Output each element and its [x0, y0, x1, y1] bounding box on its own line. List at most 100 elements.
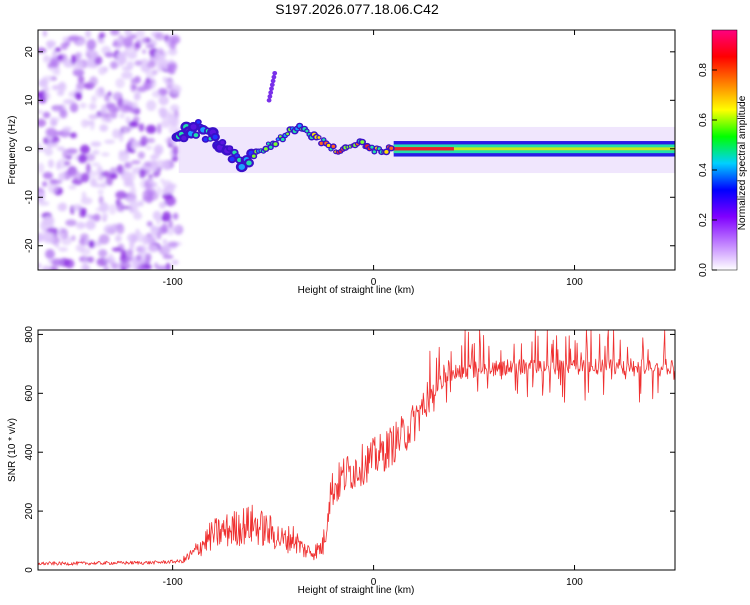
noise-blob — [84, 237, 90, 246]
noise-blob — [116, 223, 125, 235]
noise-blob — [110, 61, 118, 70]
ridge-streak-blob — [267, 94, 273, 99]
noise-blob — [45, 249, 55, 260]
noise-blob — [42, 30, 47, 37]
ridge-blob — [220, 140, 225, 145]
spectrogram-y-tick-label: 10 — [24, 94, 35, 106]
noise-blob — [46, 227, 59, 233]
noise-blob — [146, 60, 156, 69]
noise-blob — [156, 265, 169, 270]
noise-blob — [112, 106, 120, 113]
noise-blob — [166, 228, 174, 236]
ridge-streak-blob — [268, 90, 274, 95]
noise-blob — [169, 39, 177, 50]
noise-blob — [139, 168, 146, 179]
noise-blob — [161, 211, 172, 222]
noise-blob — [43, 75, 55, 82]
noise-blob — [135, 228, 140, 235]
colorbar-axis: 0.0 0.2 0.4 0.6 0.8 — [698, 29, 738, 277]
noise-blob — [69, 102, 79, 113]
noise-blob — [68, 35, 80, 41]
noise-blob — [129, 201, 140, 209]
snr-y-tick-label: 800 — [24, 326, 35, 343]
noise-blob — [76, 61, 84, 67]
ridge-blob — [181, 135, 187, 141]
spectrogram-y-axis-label: Frequency (Hz) — [7, 116, 18, 185]
noise-blob — [57, 158, 69, 169]
noise-blob — [142, 49, 147, 54]
snr-y-tick-label: 400 — [24, 443, 35, 460]
noise-blob — [104, 52, 115, 58]
noise-blob — [156, 232, 162, 240]
noise-blob — [113, 39, 118, 47]
noise-blob — [62, 126, 72, 132]
noise-blob — [119, 112, 125, 119]
spectrogram-x-tick-label: -100 — [163, 277, 183, 288]
noise-blob — [144, 187, 157, 196]
noise-blob — [76, 81, 87, 90]
ridge-streak-blob — [272, 70, 278, 76]
noise-blob — [131, 101, 138, 109]
noise-blob — [112, 128, 121, 139]
snr-y-tick-label: 200 — [24, 502, 35, 519]
noise-blob — [101, 212, 108, 220]
ridge-blob — [273, 142, 278, 146]
noise-blob — [125, 116, 131, 125]
spectrogram-y-tick-label: -10 — [24, 190, 35, 205]
noise-blob — [43, 86, 50, 92]
noise-blob — [168, 219, 173, 229]
ridge-streak-blob — [266, 98, 272, 103]
ridge-blob — [229, 156, 235, 162]
noise-blob — [124, 30, 132, 38]
noise-blob — [63, 98, 75, 105]
noise-blob — [162, 76, 168, 83]
colorbar: 0.0 0.2 0.4 0.6 0.8 Normalized spectral ampl… — [698, 29, 748, 277]
noise-blob — [72, 68, 85, 77]
ridge-blob — [322, 138, 326, 142]
noise-blob — [161, 188, 170, 195]
noise-blob — [156, 186, 162, 196]
noise-blob — [172, 145, 179, 156]
colorbar-gradient — [712, 30, 737, 270]
noise-blob — [110, 111, 118, 119]
snr-x-tick-label: 0 — [371, 577, 377, 588]
ridge-blob — [227, 146, 232, 151]
noise-blob — [38, 162, 45, 174]
snr-series-line — [38, 330, 675, 566]
ridge-blob — [216, 144, 224, 151]
noise-blob — [145, 79, 155, 84]
noise-blob — [162, 238, 168, 245]
noise-blob — [115, 78, 125, 89]
noise-blob — [86, 213, 93, 219]
noise-blob — [59, 232, 65, 239]
noise-blob — [103, 224, 116, 235]
noise-blob — [41, 181, 48, 187]
ridge-blob — [370, 145, 374, 149]
noise-blob — [138, 123, 145, 132]
noise-blob — [38, 201, 50, 206]
colorbar-tick-label: 0.8 — [698, 63, 709, 77]
noise-blob — [56, 146, 65, 152]
noise-blob — [162, 111, 174, 120]
noise-blob — [151, 90, 161, 98]
ridge-blob — [268, 145, 273, 149]
noise-blob — [45, 40, 57, 48]
tone-band-core — [393, 147, 454, 151]
noise-blob — [133, 211, 143, 220]
colorbar-tick-label: 0.0 — [698, 263, 709, 277]
colorbar-tick-label: 0.4 — [698, 163, 709, 177]
noise-blob — [121, 71, 133, 80]
noise-blob — [92, 213, 101, 222]
ridge-streak-blob — [271, 74, 277, 80]
spectrogram-x-axis-label: Height of straight line (km) — [298, 285, 415, 296]
ridge-streak-blob — [269, 82, 275, 87]
noise-blob — [157, 58, 169, 70]
noise-blob — [135, 245, 147, 253]
noise-blob — [97, 39, 105, 44]
noise-blob — [56, 54, 64, 60]
noise-blob — [38, 109, 44, 115]
noise-blob — [38, 233, 44, 243]
noise-blob — [42, 111, 51, 119]
